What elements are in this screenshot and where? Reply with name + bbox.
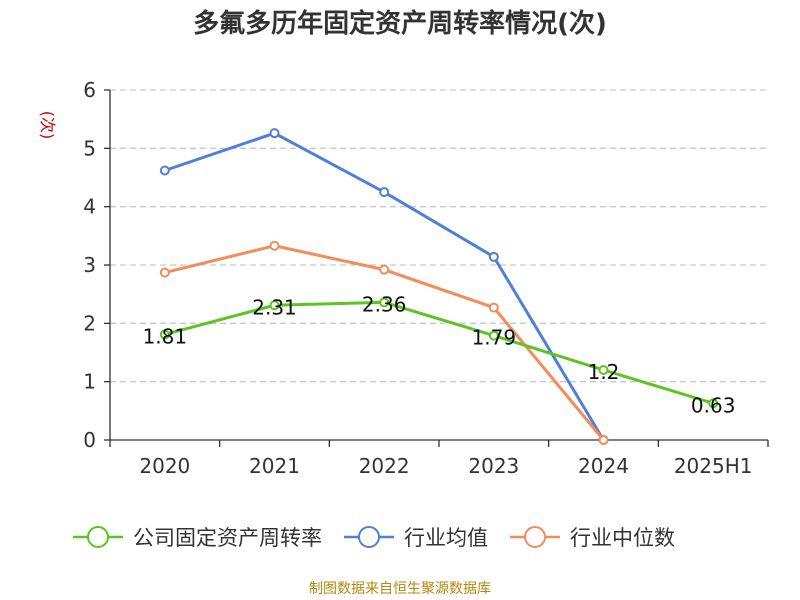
legend-item-1[interactable]: 行业均值 <box>344 526 488 550</box>
data-point <box>708 398 719 409</box>
x-tick-label: 2023 <box>468 454 519 478</box>
legend[interactable]: 公司固定资产周转率 行业均值 行业中位数 <box>73 526 675 550</box>
data-point <box>488 330 499 341</box>
data-point <box>598 435 609 445</box>
x-axis-ticks: 2020 2021 2022 2023 2024 2025H1 <box>109 440 769 478</box>
data-label: 2.31 <box>252 295 297 319</box>
legend-marker-icon <box>524 526 546 548</box>
chart-title: 多氟多历年固定资产周转率情况(次) <box>193 8 607 39</box>
legend-label: 行业均值 <box>404 526 488 550</box>
data-point <box>379 187 390 198</box>
data-label: 0.63 <box>691 393 736 417</box>
data-point <box>488 302 499 313</box>
y-tick-label: 1 <box>83 370 96 394</box>
legend-marker-icon <box>87 526 109 548</box>
y-axis-unit-label: (次) <box>38 111 57 140</box>
series-line <box>164 244 605 441</box>
data-point <box>269 240 280 251</box>
legend-marker-icon <box>358 526 380 548</box>
y-tick-label: 5 <box>83 136 96 160</box>
data-point <box>379 297 390 308</box>
y-tick-label: 2 <box>83 311 96 335</box>
x-tick-label: 2022 <box>359 454 410 478</box>
series-2 <box>159 240 609 445</box>
data-labels: 1.81 2.31 2.36 1.79 1.2 0.63 <box>143 292 736 417</box>
y-axis-ticks: 0 1 2 3 4 5 6 <box>83 78 110 452</box>
axes <box>109 90 768 441</box>
y-tick-label: 6 <box>83 78 96 102</box>
data-point <box>598 365 609 375</box>
series-lines <box>159 128 719 445</box>
data-label: 1.81 <box>143 324 188 348</box>
series-0 <box>159 297 719 409</box>
y-tick-label: 4 <box>83 195 96 219</box>
series-1 <box>159 128 609 445</box>
x-tick-label: 2021 <box>249 454 300 478</box>
series-line <box>164 131 605 441</box>
legend-item-2[interactable]: 行业中位数 <box>510 526 675 550</box>
data-label: 1.79 <box>472 326 517 350</box>
data-point <box>159 267 170 278</box>
x-tick-label: 2024 <box>578 454 629 478</box>
series-line <box>164 300 714 405</box>
source-note: 制图数据来自恒生聚源数据库 <box>309 581 491 597</box>
legend-item-0[interactable]: 公司固定资产周转率 <box>73 526 322 550</box>
x-tick-label: 2020 <box>139 454 190 478</box>
legend-label: 行业中位数 <box>570 526 675 550</box>
gridlines <box>110 89 768 383</box>
data-label: 2.36 <box>362 292 407 316</box>
data-point <box>159 329 170 340</box>
y-tick-label: 0 <box>83 428 96 452</box>
x-tick-label: 2025H1 <box>674 454 753 478</box>
data-point <box>269 300 280 311</box>
y-tick-label: 3 <box>83 253 96 277</box>
legend-label: 公司固定资产周转率 <box>133 526 322 550</box>
data-point <box>159 165 170 176</box>
data-point <box>488 251 499 262</box>
data-label: 1.2 <box>588 360 620 384</box>
data-point <box>269 128 280 139</box>
data-point <box>379 264 390 275</box>
